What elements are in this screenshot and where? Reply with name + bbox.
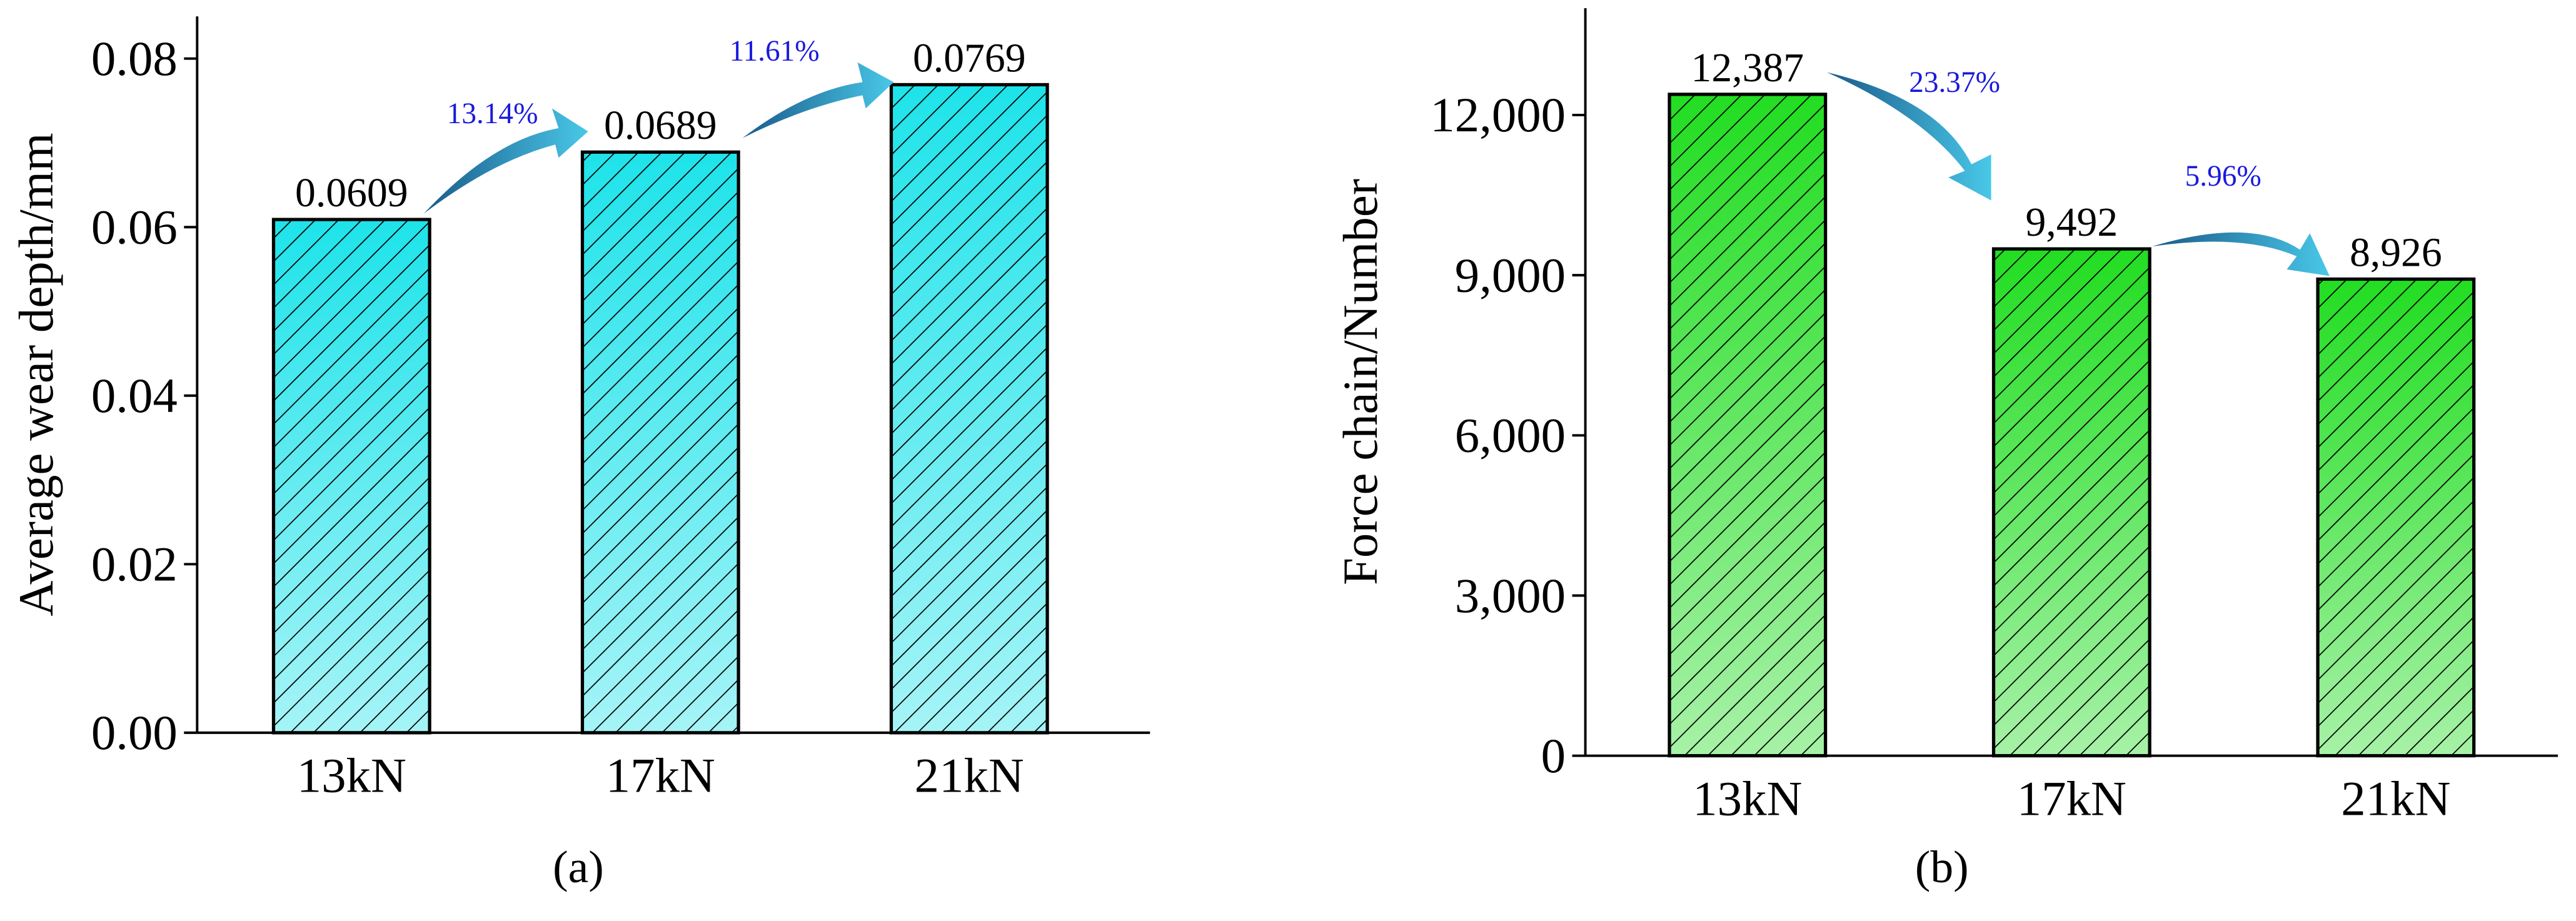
- value-label: 0.0769: [913, 35, 1026, 81]
- bar-hatch: [1668, 93, 1828, 758]
- y-tick-label: 0.00: [91, 706, 178, 760]
- y-tick-label: 6,000: [1455, 409, 1566, 463]
- y-tick-label: 3,000: [1455, 569, 1566, 623]
- caption: (a): [553, 841, 604, 892]
- bar-hatch: [889, 83, 1049, 735]
- y-axis-title: Force chain/Number: [1334, 179, 1388, 585]
- x-tick-label: 17kN: [2017, 772, 2126, 826]
- y-tick-label: 0.06: [91, 200, 178, 254]
- bar-hatch: [2316, 277, 2476, 758]
- arrow: [2152, 232, 2330, 276]
- annotation: 13.14%: [447, 98, 538, 130]
- bar-hatch: [1991, 247, 2151, 758]
- value-label: 8,926: [2350, 229, 2442, 275]
- y-axis-title: Average wear depth/mm: [9, 133, 64, 616]
- value-label: 0.0689: [604, 103, 717, 148]
- annotation: 5.96%: [2185, 160, 2262, 193]
- value-label: 0.0609: [295, 170, 408, 216]
- y-tick-label: 0.08: [91, 32, 178, 86]
- bar-hatch: [580, 150, 740, 735]
- value-label: 12,387: [1691, 45, 1804, 91]
- bar-hatch: [271, 218, 431, 735]
- y-tick-label: 9,000: [1455, 248, 1566, 303]
- annotation: 11.61%: [730, 35, 820, 68]
- value-label: 9,492: [2025, 199, 2118, 245]
- x-tick-label: 17kN: [606, 748, 715, 803]
- annotation: 23.37%: [1909, 66, 2000, 99]
- y-tick-label: 0.04: [91, 369, 178, 423]
- arrow: [1826, 72, 1991, 201]
- y-tick-label: 0: [1541, 729, 1566, 783]
- x-tick-label: 21kN: [915, 748, 1024, 803]
- x-tick-label: 13kN: [297, 748, 406, 803]
- x-tick-label: 21kN: [2341, 772, 2450, 826]
- arrow: [423, 108, 588, 214]
- y-tick-label: 12,000: [1430, 88, 1566, 143]
- arrow: [742, 62, 894, 138]
- y-tick-label: 0.02: [91, 538, 178, 592]
- x-tick-label: 13kN: [1693, 772, 1802, 826]
- caption: (b): [1915, 841, 1969, 892]
